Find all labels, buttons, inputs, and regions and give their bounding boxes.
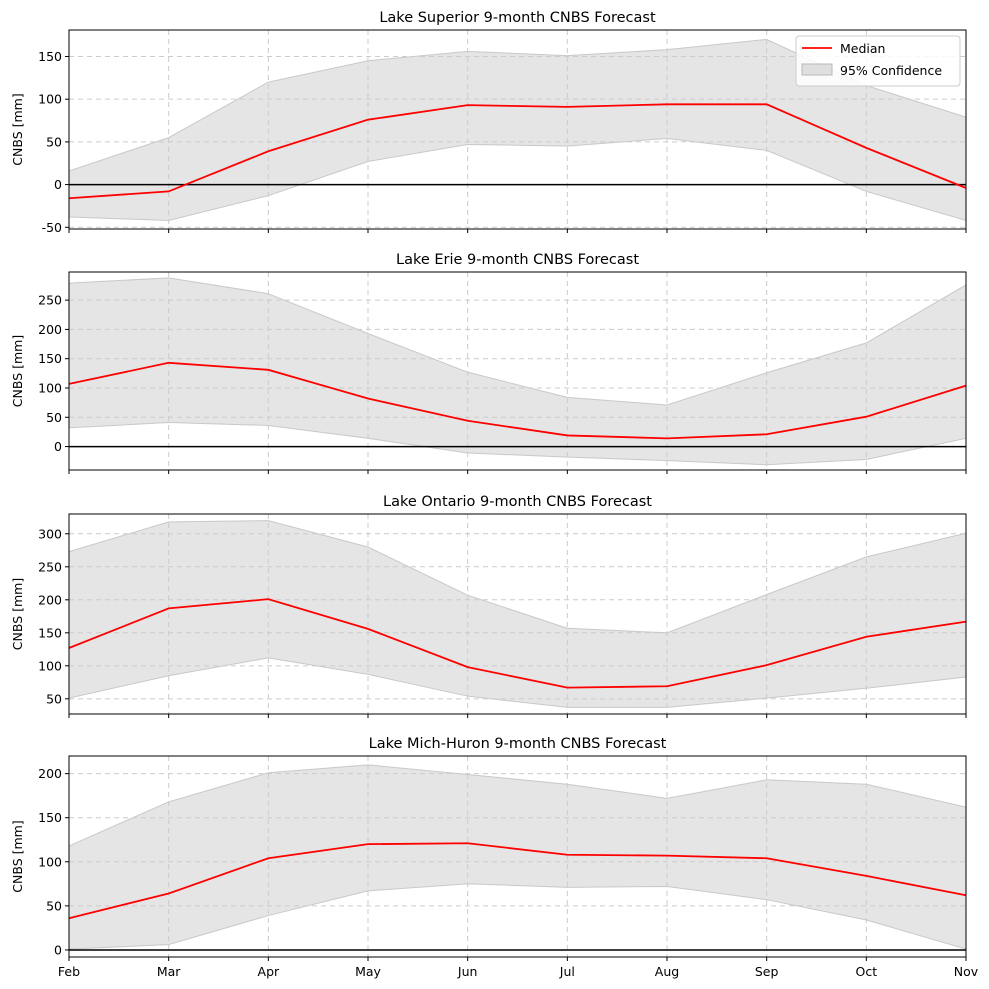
- x-tick-label: Aug: [655, 964, 679, 979]
- y-tick-label: 50: [46, 410, 62, 425]
- y-axis-label: CNBS [mm]: [10, 578, 25, 650]
- confidence-band: [68, 277, 967, 466]
- x-tick-label: Feb: [58, 964, 80, 979]
- median-line: [68, 842, 967, 920]
- confidence-band: [68, 520, 967, 708]
- chart-title: Lake Mich-Huron 9-month CNBS Forecast: [369, 736, 667, 752]
- legend: Median 95% Confidence: [795, 35, 961, 87]
- y-tick-label: 150: [38, 810, 62, 825]
- y-tick-label: 150: [38, 49, 62, 64]
- subplot-3: 50 100 150 200 250 300 Lake Ontario 9-month CN…: [10, 494, 967, 718]
- y-axis-label: CNBS [mm]: [10, 93, 25, 165]
- x-tick-label: Nov: [954, 964, 979, 979]
- y-tick-label: 200: [38, 322, 62, 337]
- axes-frame: [68, 29, 967, 230]
- legend-box: [795, 35, 961, 87]
- y-tick-label: 250: [38, 293, 62, 308]
- y-tick-label: 50: [46, 898, 62, 913]
- y-tick-label: 150: [38, 625, 62, 640]
- x-tick-label: Jul: [559, 964, 575, 979]
- y-tick-label: 250: [38, 559, 62, 574]
- subplot-2: 0 50 100 150 200 250 Lake Erie 9-month CNBS Fo…: [10, 252, 967, 474]
- legend-confidence-swatch: [801, 63, 833, 76]
- y-tick-label: 100: [38, 380, 62, 395]
- y-tick-label: 150: [38, 351, 62, 366]
- y-tick-label: 50: [46, 134, 62, 149]
- confidence-band: [68, 764, 967, 950]
- subplot-1: -50 0 50 100 150 Lake Superior 9-month CNBS F…: [10, 10, 967, 235]
- x-tick-label: Jun: [457, 964, 478, 979]
- axes-frame: [68, 513, 967, 715]
- subplot-4: 0 50 100 150 200 Feb Mar Apr May Jun Jul Aug Sep Oct N…: [10, 736, 979, 979]
- y-axis-label: CNBS [mm]: [10, 335, 25, 407]
- y-tick-label: 50: [46, 691, 62, 706]
- y-axis-label: CNBS [mm]: [10, 820, 25, 892]
- x-tick-label: Apr: [258, 964, 280, 979]
- median-line: [68, 598, 967, 689]
- x-tick-label: May: [355, 964, 381, 979]
- chart-title: Lake Erie 9-month CNBS Forecast: [396, 252, 639, 268]
- y-tick-label: 0: [54, 177, 62, 192]
- x-tick-label: Mar: [157, 964, 181, 979]
- y-tick-label: 200: [38, 766, 62, 781]
- y-tick-label: 200: [38, 592, 62, 607]
- y-tick-label: 100: [38, 854, 62, 869]
- y-tick-label: 300: [38, 526, 62, 541]
- y-tick-label: 0: [54, 942, 62, 957]
- x-tick-label: Oct: [856, 964, 878, 979]
- axes-frame: [68, 271, 967, 471]
- x-tick-label: Sep: [755, 964, 779, 979]
- legend-median-label: Median: [840, 41, 885, 56]
- y-tick-label: -50: [42, 220, 62, 235]
- axes-frame: [68, 755, 967, 958]
- y-tick-label: 100: [38, 658, 62, 673]
- y-tick-label: 100: [38, 92, 62, 107]
- chart-title: Lake Ontario 9-month CNBS Forecast: [383, 494, 652, 510]
- legend-confidence-label: 95% Confidence: [840, 63, 942, 78]
- chart-title: Lake Superior 9-month CNBS Forecast: [379, 10, 656, 26]
- y-tick-label: 0: [54, 439, 62, 454]
- median-line: [68, 103, 967, 200]
- median-line: [68, 361, 967, 440]
